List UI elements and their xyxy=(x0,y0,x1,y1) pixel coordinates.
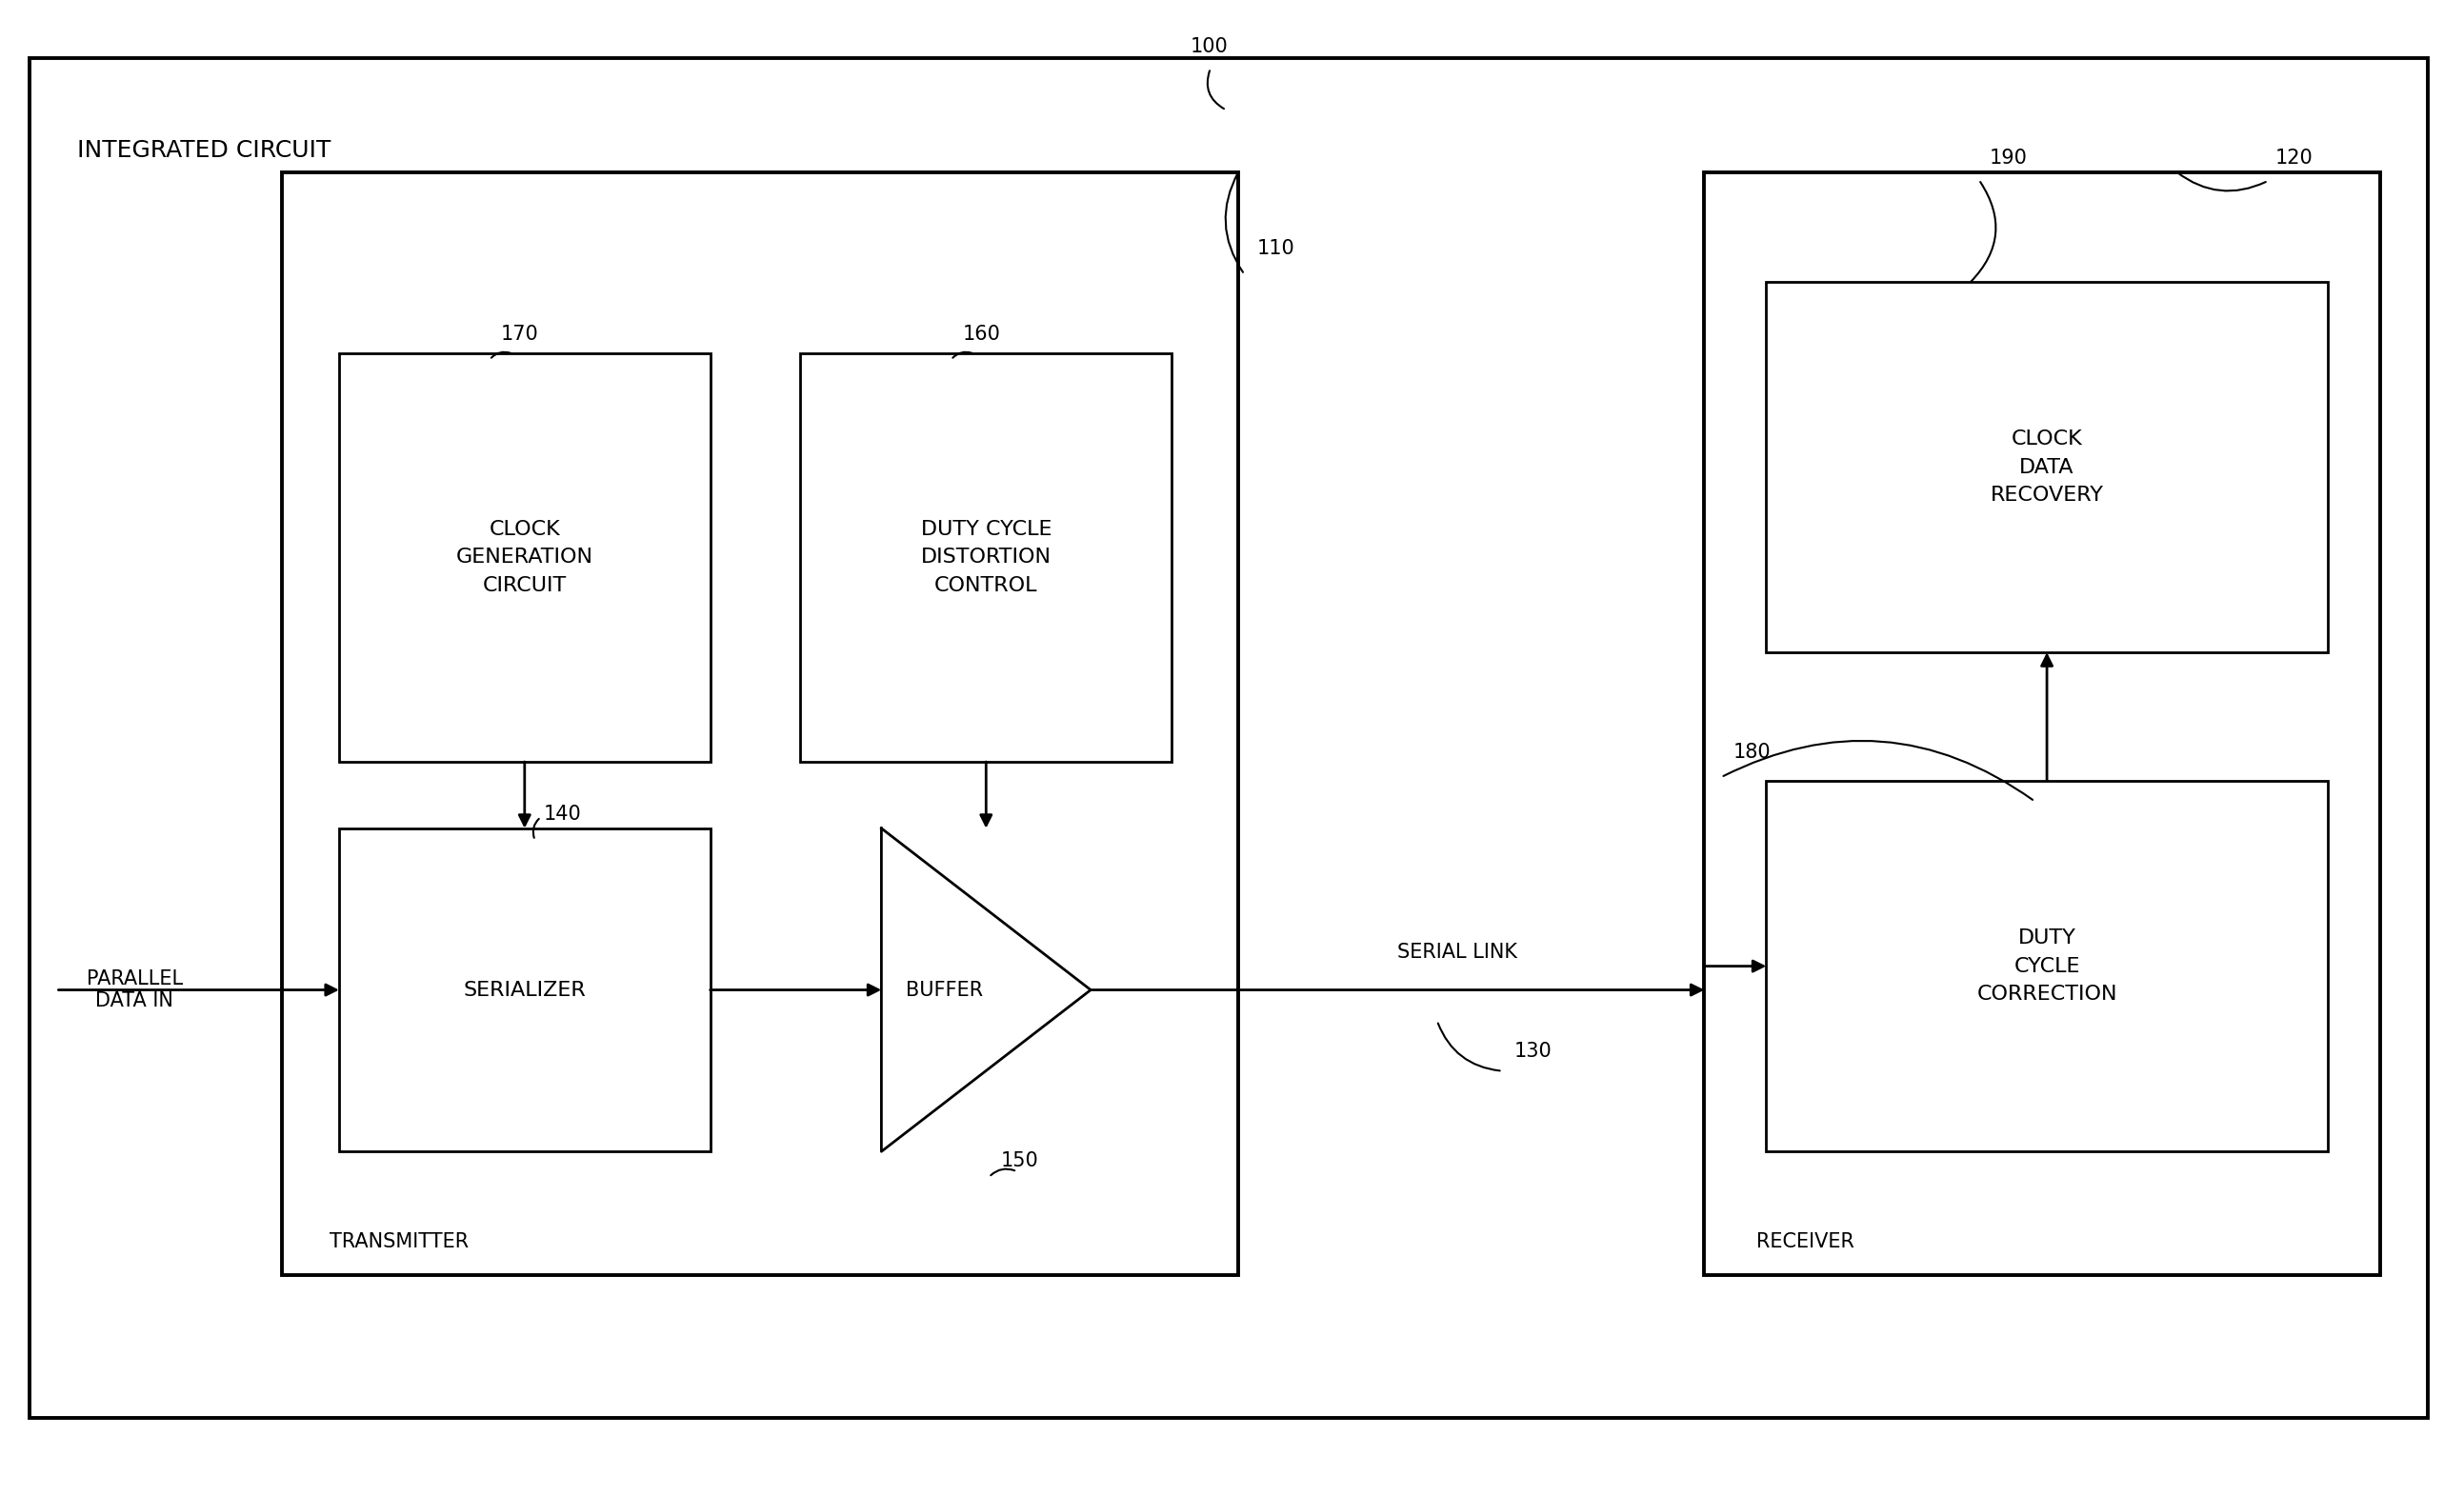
Bar xyxy=(340,829,710,1152)
Text: 120: 120 xyxy=(2274,148,2314,168)
Bar xyxy=(1705,172,2380,1275)
Text: 160: 160 xyxy=(963,325,1000,344)
Text: TRANSMITTER: TRANSMITTER xyxy=(330,1233,468,1251)
Text: 190: 190 xyxy=(1991,148,2028,168)
Text: 140: 140 xyxy=(545,805,582,824)
Text: SERIALIZER: SERIALIZER xyxy=(463,980,586,999)
Text: DUTY CYCLE
DISTORTION
CONTROL: DUTY CYCLE DISTORTION CONTROL xyxy=(922,519,1052,595)
Text: BUFFER: BUFFER xyxy=(907,980,983,999)
Bar xyxy=(1767,281,2328,652)
Text: 130: 130 xyxy=(1513,1043,1552,1061)
Bar xyxy=(340,353,710,761)
Text: CLOCK
GENERATION
CIRCUIT: CLOCK GENERATION CIRCUIT xyxy=(456,519,594,595)
Text: PARALLEL
DATA IN: PARALLEL DATA IN xyxy=(86,969,182,1010)
Text: DUTY
CYCLE
CORRECTION: DUTY CYCLE CORRECTION xyxy=(1976,929,2117,1004)
Text: CLOCK
DATA
RECOVERY: CLOCK DATA RECOVERY xyxy=(1991,429,2104,504)
Text: SERIAL LINK: SERIAL LINK xyxy=(1397,942,1518,962)
Text: INTEGRATED CIRCUIT: INTEGRATED CIRCUIT xyxy=(76,139,330,162)
Bar xyxy=(801,353,1170,761)
Bar xyxy=(1767,781,2328,1152)
Text: RECEIVER: RECEIVER xyxy=(1757,1233,1855,1251)
Text: 110: 110 xyxy=(1257,239,1296,257)
Bar xyxy=(281,172,1239,1275)
Text: 180: 180 xyxy=(1732,744,1772,761)
Text: 170: 170 xyxy=(500,325,540,344)
Text: 100: 100 xyxy=(1190,37,1230,57)
Text: 150: 150 xyxy=(1000,1152,1037,1170)
